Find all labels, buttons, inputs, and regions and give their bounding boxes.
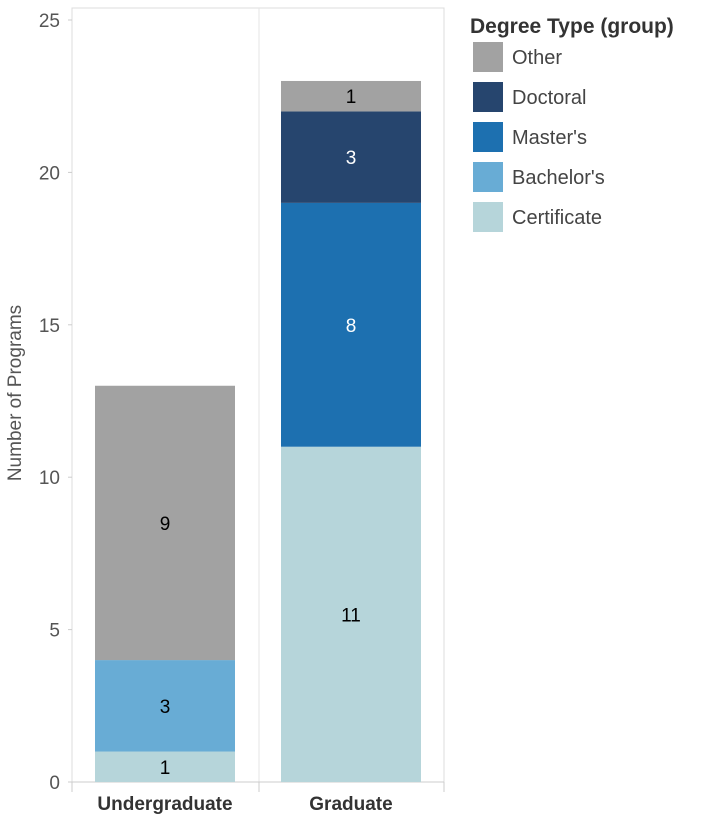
data-label: 3 (346, 148, 357, 169)
y-tick-label: 5 (49, 621, 60, 642)
legend-label-doctoral[interactable]: Doctoral (512, 87, 586, 109)
y-tick-label: 15 (39, 316, 60, 337)
y-tick-label: 0 (49, 773, 60, 794)
bar-undergraduate-other[interactable] (95, 385, 235, 661)
legend-swatch-bachelor-s[interactable] (473, 162, 503, 192)
legend-label-other[interactable]: Other (512, 47, 562, 69)
data-label: 3 (160, 697, 171, 718)
legend-label-certificate[interactable]: Certificate (512, 207, 602, 229)
data-label: 11 (341, 605, 361, 626)
bar-graduate-master-s[interactable] (281, 202, 421, 447)
legend-swatch-other[interactable] (473, 42, 503, 72)
data-label: 1 (160, 758, 171, 779)
x-category-label: Undergraduate (97, 794, 232, 815)
y-tick-label: 10 (39, 468, 60, 489)
y-axis-title: Number of Programs (5, 305, 26, 481)
legend-label-master-s[interactable]: Master's (512, 127, 587, 149)
y-tick-label: 25 (39, 11, 60, 32)
bar-undergraduate-certificate[interactable] (95, 751, 235, 782)
data-label: 9 (160, 514, 171, 535)
legend-label-bachelor-s[interactable]: Bachelor's (512, 167, 605, 189)
bar-graduate-doctoral[interactable] (281, 111, 421, 203)
legend-swatch-doctoral[interactable] (473, 82, 503, 112)
data-label: 8 (346, 316, 357, 337)
bar-graduate-other[interactable] (281, 80, 421, 112)
legend-swatch-certificate[interactable] (473, 202, 503, 232)
legend-swatch-master-s[interactable] (473, 122, 503, 152)
bar-undergraduate-bachelor-s[interactable] (95, 660, 235, 752)
legend-title: Degree Type (group) (470, 15, 674, 38)
bar-graduate-certificate[interactable] (281, 446, 421, 782)
data-label: 1 (346, 87, 357, 108)
y-tick-label: 20 (39, 163, 60, 184)
x-category-label: Graduate (309, 794, 392, 815)
